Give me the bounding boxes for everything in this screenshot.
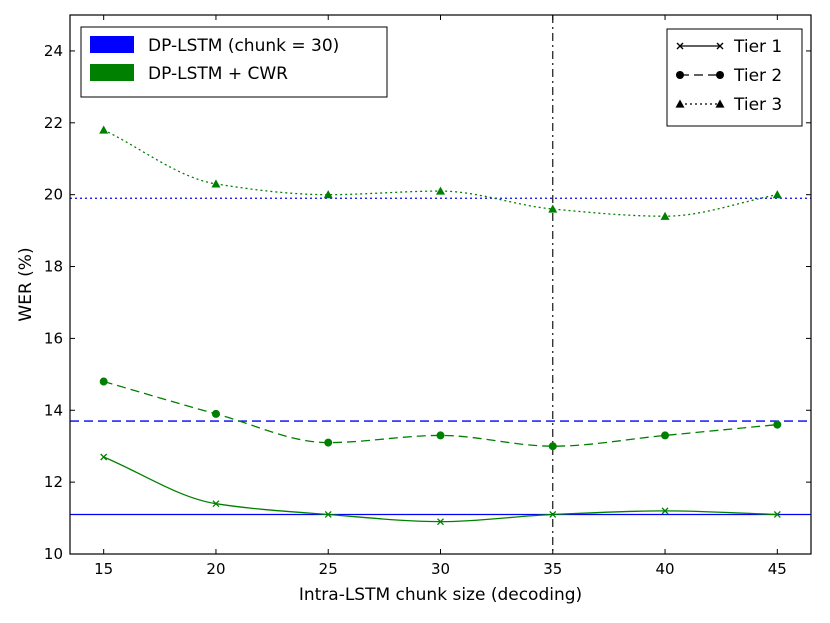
- legend-series-swatch-0: [90, 36, 134, 53]
- point-tier1-x45: [773, 511, 781, 518]
- legend-tier-marker-right-1: [716, 71, 724, 79]
- legend-tier-marker-left-1: [676, 71, 684, 79]
- point-tier2-x30: [436, 431, 445, 440]
- y-tick-label-14: 14: [44, 401, 63, 419]
- x-tick-label-45: 45: [768, 560, 787, 578]
- legend-tier-label-0: Tier 1: [733, 37, 782, 57]
- series-markers: [99, 125, 782, 526]
- legend-tier-marker-right-0: [716, 42, 724, 50]
- axis-ticks: 15 20 25 30 35 40 45 10 12 14 16 18 20 22 24: [44, 15, 811, 578]
- x-tick-label-40: 40: [655, 560, 674, 578]
- point-tier3-x15: [99, 125, 109, 134]
- point-tier2-x20: [211, 409, 220, 418]
- point-tier3-x20: [211, 179, 221, 188]
- baseline-lines: [70, 197, 811, 516]
- legend-tier-label-2: Tier 3: [733, 95, 782, 115]
- legend-tier-marker-right-2: [715, 99, 725, 108]
- point-tier1-x20: [212, 500, 220, 508]
- point-tier3-x45: [772, 190, 782, 199]
- legend-tier-marker-left-0: [676, 42, 684, 50]
- legend-tiers: Tier 1 Tier 2 Tier 3: [666, 28, 803, 127]
- point-tier3-x30: [436, 186, 445, 195]
- y-axis-label: WER (%): [16, 247, 36, 321]
- x-tick-label-15: 15: [94, 560, 113, 578]
- y-tick-label-20: 20: [44, 186, 63, 204]
- y-tick-label-24: 24: [44, 42, 63, 60]
- x-axis-label: Intra-LSTM chunk size (decoding): [299, 585, 582, 605]
- legend-tiers-box: [666, 28, 803, 127]
- x-tick-label-30: 30: [431, 560, 450, 578]
- point-tier3-x40: [660, 211, 670, 220]
- legend-series-label-0: DP-LSTM (chunk = 30): [148, 36, 339, 56]
- point-tier1-x15: [100, 453, 108, 461]
- point-tier2-x25: [324, 438, 333, 447]
- legend-series: DP-LSTM (chunk = 30) DP-LSTM + CWR: [80, 26, 388, 98]
- y-tick-label-18: 18: [44, 258, 63, 276]
- point-tier3-x35: [548, 204, 558, 213]
- legend-tier-label-1: Tier 2: [733, 66, 782, 86]
- y-tick-label-10: 10: [44, 545, 63, 563]
- x-tick-label-25: 25: [319, 560, 338, 578]
- point-tier1-x25: [324, 511, 332, 518]
- point-tier2-x35: [548, 442, 557, 451]
- point-tier2-x15: [99, 377, 108, 386]
- x-tick-label-35: 35: [543, 560, 562, 578]
- y-tick-label-12: 12: [44, 473, 63, 491]
- legend-series-label-1: DP-LSTM + CWR: [148, 64, 288, 84]
- y-tick-label-16: 16: [44, 329, 63, 347]
- legend-tier-marker-left-2: [675, 99, 685, 108]
- y-tick-label-22: 22: [44, 114, 63, 132]
- point-tier2-x45: [773, 420, 782, 429]
- point-tier1-x30: [437, 518, 444, 526]
- point-tier1-x35: [549, 511, 557, 518]
- x-tick-label-20: 20: [206, 560, 225, 578]
- legend-series-swatch-1: [90, 64, 134, 81]
- point-tier2-x40: [661, 431, 670, 440]
- point-tier1-x40: [661, 507, 669, 515]
- point-tier3-x25: [323, 190, 333, 199]
